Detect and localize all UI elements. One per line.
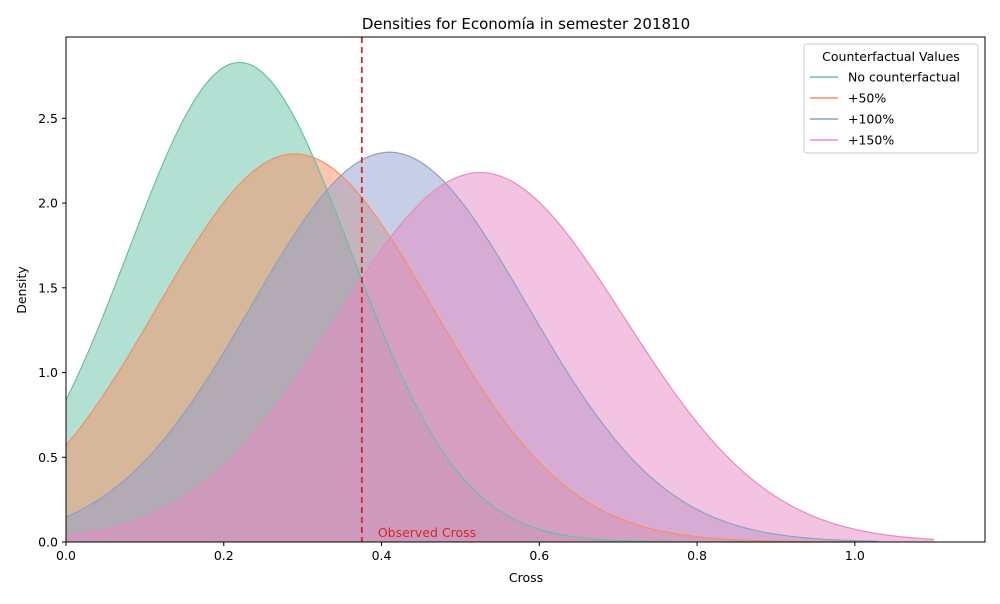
x-tick-label: 0.4: [372, 548, 392, 563]
chart-title: Densities for Economía in semester 20181…: [362, 15, 690, 33]
legend-label: +100%: [848, 112, 894, 127]
density-line-150: [65, 171, 934, 540]
y-tick-label: 2.5: [38, 111, 58, 126]
legend: Counterfactual Values No counterfactual +…: [803, 43, 979, 154]
density-line-50: [65, 153, 855, 543]
legend-item: +150%: [810, 133, 894, 148]
y-tick-label: 0.0: [38, 535, 58, 550]
x-axis-ticks: 0.0 0.2 0.4 0.6 0.8 1.0: [56, 542, 865, 563]
density-area-150: [66, 172, 934, 542]
legend-item: No counterfactual: [810, 70, 960, 85]
legend-item: +100%: [810, 112, 894, 127]
x-tick-label: 1.0: [845, 548, 865, 563]
plot-frame: [65, 36, 986, 543]
legend-label: +150%: [848, 133, 894, 148]
x-tick-label: 0.0: [56, 548, 76, 563]
x-tick-label: 0.6: [529, 548, 549, 563]
legend-title: Counterfactual Values: [822, 49, 960, 64]
y-tick-label: 2.0: [38, 196, 58, 211]
y-tick-label: 0.5: [38, 450, 58, 465]
x-tick-label: 0.8: [687, 548, 707, 563]
y-tick-label: 1.0: [38, 365, 58, 380]
legend-item: +50%: [810, 91, 886, 106]
observed-cross-label: Observed Cross: [378, 525, 476, 540]
x-tick-label: 0.2: [214, 548, 234, 563]
density-line-100: [65, 151, 879, 542]
legend-box: [803, 43, 979, 154]
y-axis-label: Density: [14, 266, 29, 314]
y-axis-ticks: 0.0 0.5 1.0 1.5 2.0 2.5: [38, 111, 66, 550]
y-tick-label: 1.5: [38, 280, 58, 295]
legend-label: No counterfactual: [848, 70, 960, 85]
legend-items: No counterfactual +50% +100% +150%: [810, 70, 960, 148]
x-axis-label: Cross: [509, 570, 543, 585]
legend-label: +50%: [848, 91, 886, 106]
